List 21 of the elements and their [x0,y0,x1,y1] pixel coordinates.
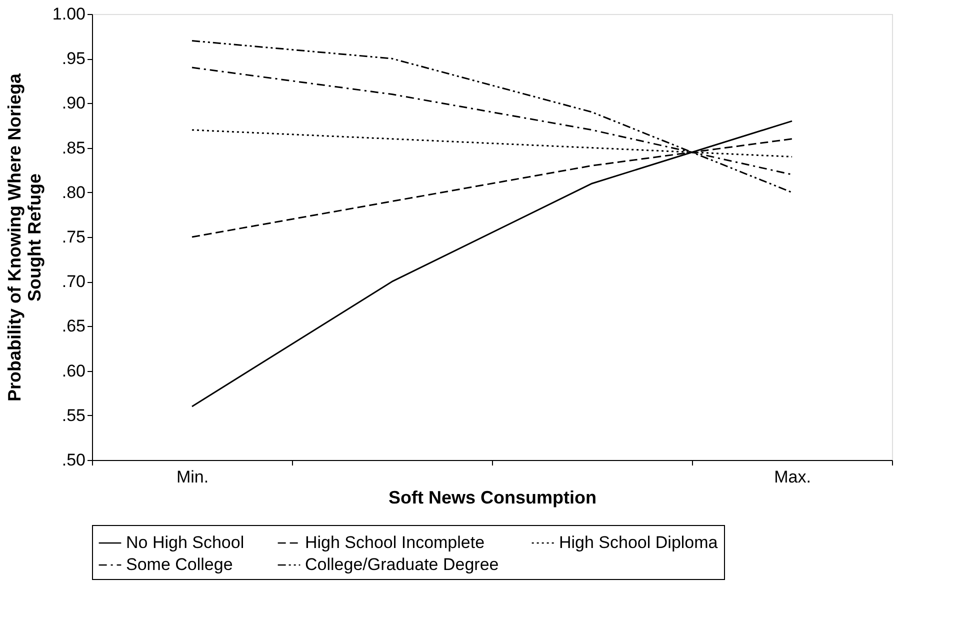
y-tick-label: .75 [62,228,86,246]
x-tick-label: Min. [176,468,209,486]
x-tick-label: Max. [774,468,811,486]
y-tick-label: 1.00 [52,4,86,24]
y-tick-label: .80 [62,182,86,202]
y-tick-label: .90 [62,94,86,113]
y-tick-label: .60 [62,361,86,380]
y-tick-label: .65 [62,316,86,336]
legend-label: No High School [126,533,244,552]
y-tick-label: .50 [62,450,86,470]
x-axis-title: Soft News Consumption [388,488,596,508]
legend-label: High School Diploma [559,533,718,552]
text: Probability of Knowing Where Noriega [4,73,24,402]
y-tick-label: .95 [62,49,86,68]
y-tick-label: .70 [62,272,86,292]
legend-label: College/Graduate Degree [305,555,499,574]
legend-label: High School Incomplete [305,533,485,552]
y-tick-label: .55 [62,406,86,425]
legend-label: Some College [126,555,233,574]
text: Sought Refuge [24,174,44,302]
y-tick-label: .85 [62,138,86,158]
